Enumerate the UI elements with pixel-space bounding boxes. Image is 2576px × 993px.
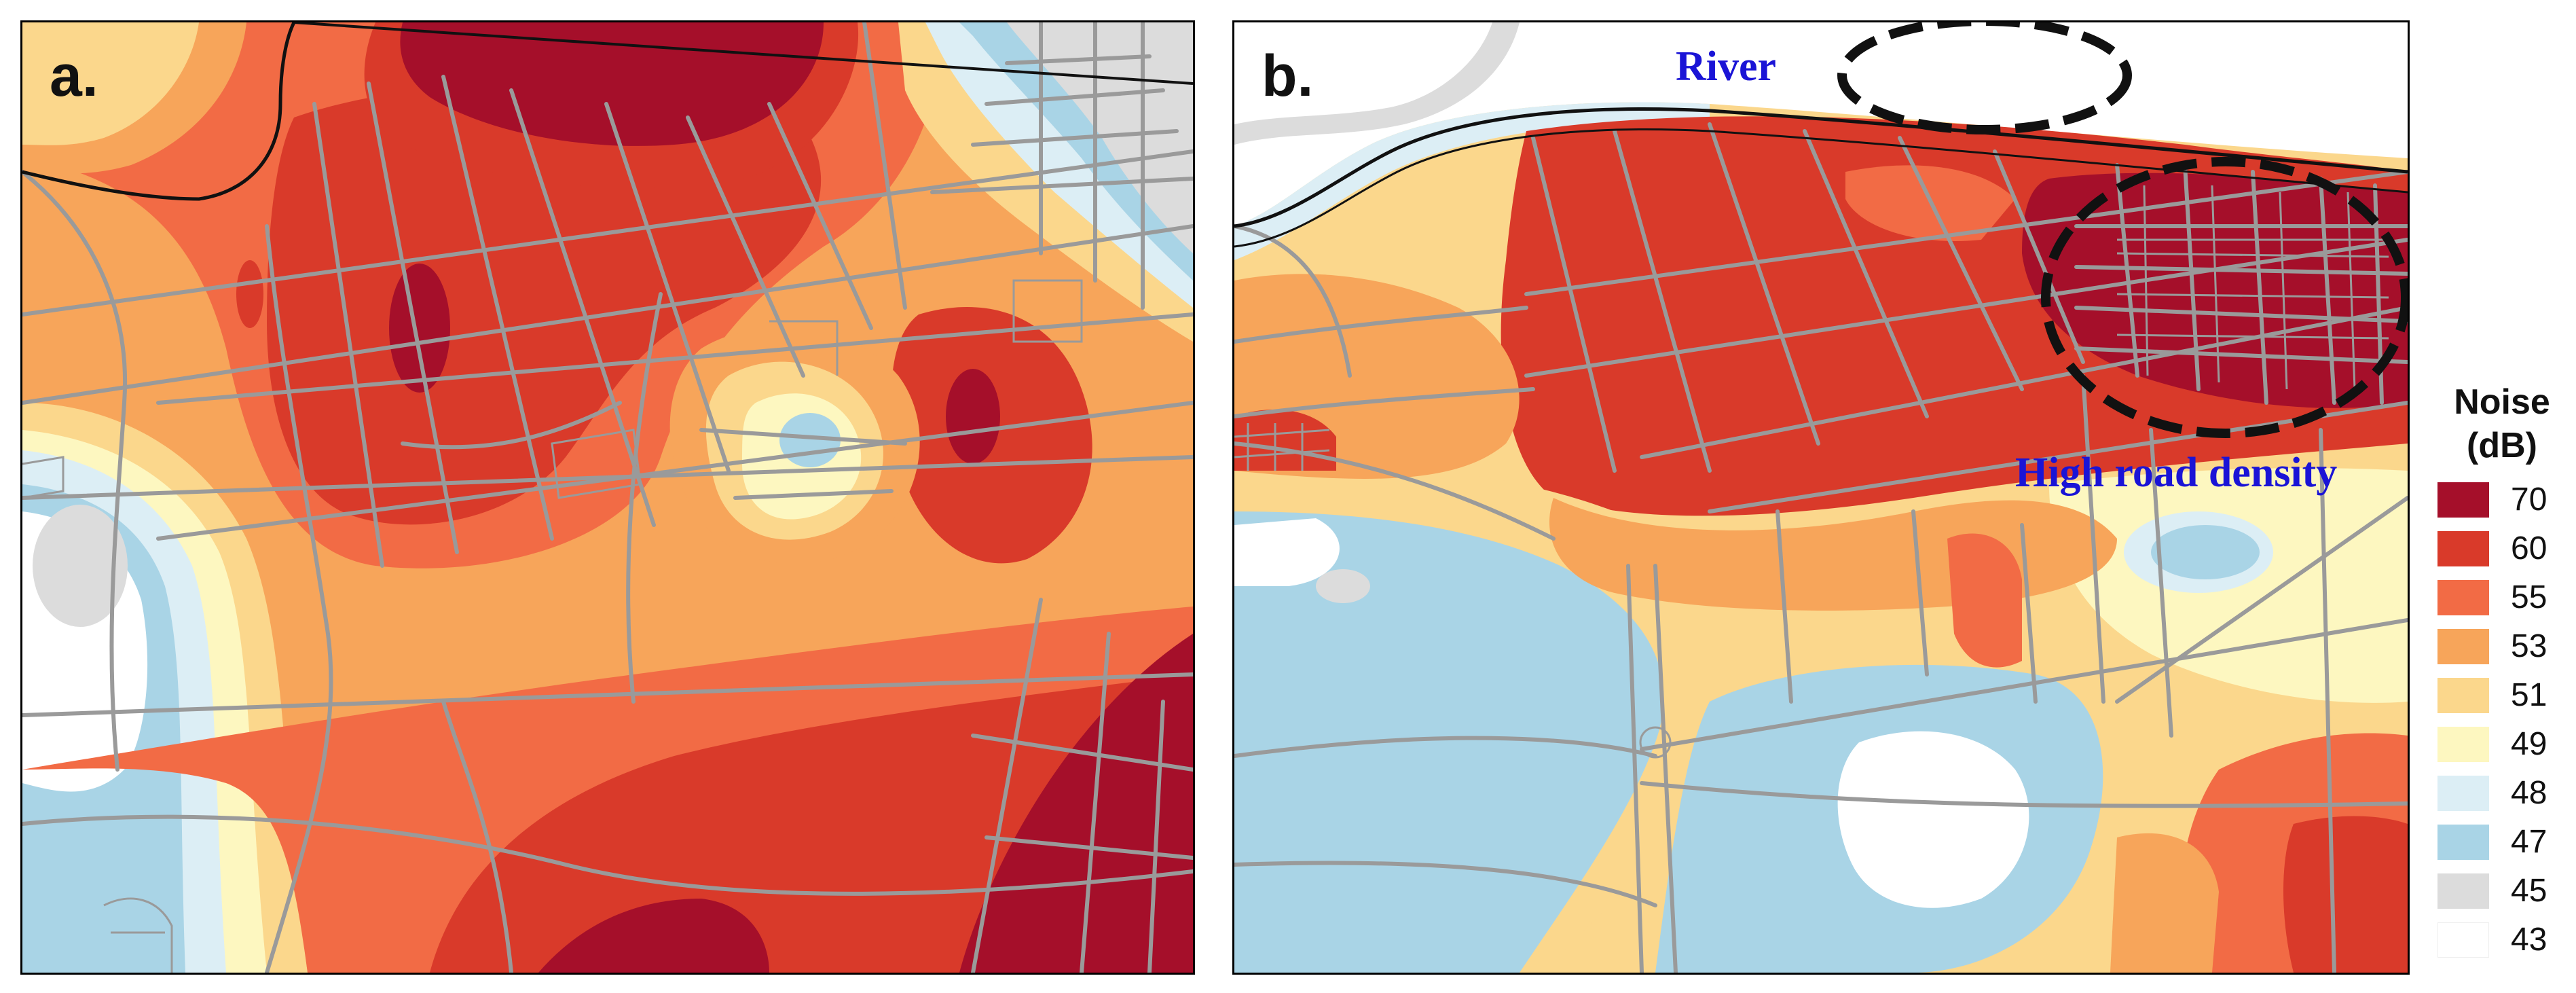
legend-swatch xyxy=(2437,678,2489,713)
legend-title-line2: (dB) xyxy=(2467,426,2537,465)
legend-swatch xyxy=(2437,727,2489,762)
legend-label: 43 xyxy=(2511,922,2547,958)
map-panel-b: b. River High road density xyxy=(1232,20,2410,975)
river-circle xyxy=(1837,22,2132,134)
annotation-river: River xyxy=(1676,43,1777,90)
high-density-circle xyxy=(2041,157,2408,438)
legend-item: 45 xyxy=(2437,871,2573,911)
noise-map-b xyxy=(1234,22,2408,973)
legend-label: 55 xyxy=(2511,579,2547,615)
legend-label: 49 xyxy=(2511,726,2547,762)
legend-label: 48 xyxy=(2511,775,2547,811)
legend-label: 53 xyxy=(2511,628,2547,664)
legend-swatch xyxy=(2437,922,2489,958)
legend-title-line1: Noise xyxy=(2454,382,2550,422)
legend-item: 53 xyxy=(2437,626,2573,667)
legend-label: 47 xyxy=(2511,824,2547,860)
legend-label: 45 xyxy=(2511,873,2547,909)
legend-item: 60 xyxy=(2437,528,2573,569)
legend-swatch xyxy=(2437,629,2489,664)
map-panel-a: a. xyxy=(20,20,1195,975)
panel-label-a: a. xyxy=(50,43,98,109)
legend-item: 43 xyxy=(2437,920,2573,960)
noise-map-a xyxy=(22,22,1193,973)
legend-item: 47 xyxy=(2437,822,2573,863)
legend-label: 51 xyxy=(2511,677,2547,713)
legend-item: 51 xyxy=(2437,675,2573,716)
legend-label: 60 xyxy=(2511,530,2547,566)
annotation-high-road-density: High road density xyxy=(2015,450,2338,496)
legend-item: 55 xyxy=(2437,577,2573,618)
legend-swatch xyxy=(2437,873,2489,909)
legend-item: 70 xyxy=(2437,480,2573,520)
legend-swatch xyxy=(2437,580,2489,615)
legend-swatch xyxy=(2437,482,2489,518)
panel-label-b: b. xyxy=(1262,43,1314,109)
noise-legend: Noise (dB) 70 60 55 53 51 49 48 47 45 43 xyxy=(2437,380,2573,958)
legend-swatch xyxy=(2437,776,2489,811)
legend-label: 70 xyxy=(2511,482,2547,518)
legend-item: 49 xyxy=(2437,724,2573,765)
legend-swatch xyxy=(2437,825,2489,860)
legend-item: 48 xyxy=(2437,773,2573,814)
legend-swatch xyxy=(2437,531,2489,566)
